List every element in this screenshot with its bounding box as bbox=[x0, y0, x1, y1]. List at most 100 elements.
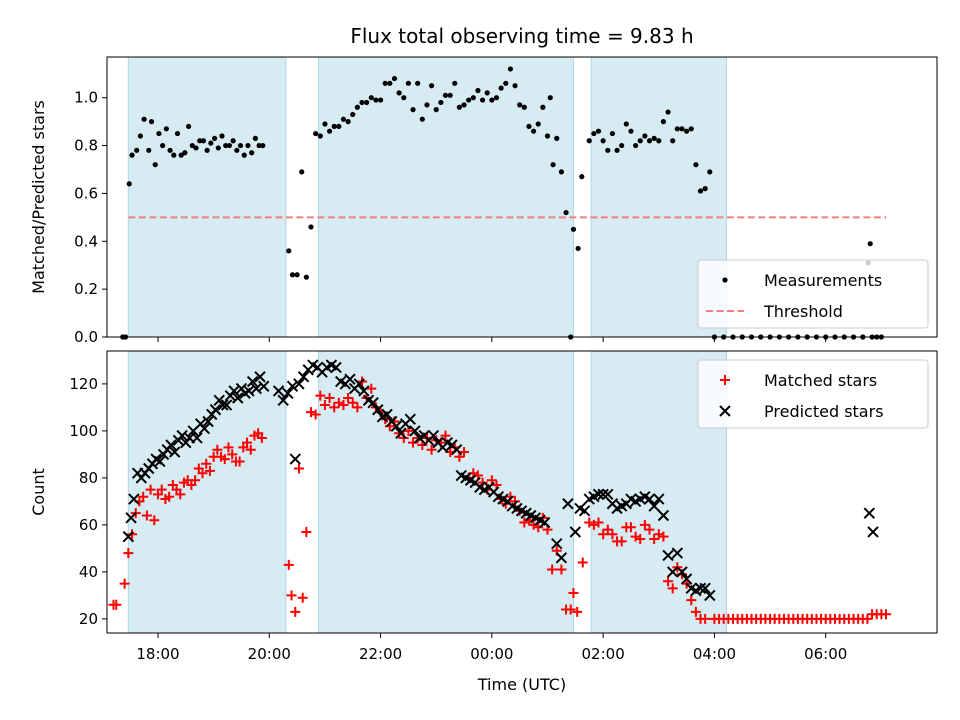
measurement-point bbox=[186, 123, 192, 130]
legend-marker-plus bbox=[720, 375, 730, 385]
measurement-point bbox=[387, 80, 393, 86]
measurement-point bbox=[660, 119, 667, 125]
legend-box bbox=[697, 259, 929, 329]
measurement-point bbox=[619, 142, 625, 149]
matched-star-point bbox=[338, 400, 349, 411]
measurement-point bbox=[313, 130, 319, 137]
predicted-star-point bbox=[209, 404, 222, 416]
matched-star-point bbox=[138, 491, 149, 502]
predicted-star-point bbox=[676, 566, 688, 578]
predicted-star-point bbox=[450, 443, 463, 456]
top-axis-ticks: 0.0 0.2 0.4 0.6 0.8 1.0 bbox=[74, 89, 827, 346]
predicted-star-point bbox=[367, 396, 379, 409]
measurement-point bbox=[382, 80, 388, 86]
measurement-point bbox=[405, 80, 411, 86]
matched-star-point bbox=[343, 393, 354, 403]
matched-star-point bbox=[141, 510, 152, 521]
top-plot-panel: 0.0 0.2 0.4 0.6 0.8 1.0 Matched/Predicted sta… bbox=[29, 56, 938, 346]
matched-star-point bbox=[145, 484, 156, 495]
measurement-point bbox=[245, 142, 251, 149]
predicted-star-point bbox=[220, 399, 233, 411]
matched-star-point bbox=[880, 609, 891, 620]
top-shaded-intervals bbox=[127, 56, 727, 338]
legend-label: Predicted stars bbox=[764, 402, 884, 421]
measurement-point bbox=[550, 162, 556, 168]
measurement-point bbox=[547, 95, 553, 101]
predicted-star-point bbox=[232, 392, 244, 404]
measurement-point bbox=[156, 130, 162, 137]
measurement-point bbox=[707, 169, 713, 175]
measurement-point bbox=[623, 121, 629, 127]
predicted-star-point bbox=[539, 516, 551, 529]
x-tick-label: 04:00 bbox=[693, 645, 736, 663]
measurement-point bbox=[226, 142, 233, 149]
measurement-point bbox=[364, 99, 370, 106]
matched-star-point bbox=[227, 449, 238, 460]
predicted-star-point bbox=[602, 488, 614, 501]
y-tick-label: 1.0 bbox=[74, 89, 98, 107]
matched-star-point bbox=[123, 548, 134, 559]
measurement-point bbox=[146, 147, 152, 153]
matched-star-point bbox=[616, 536, 627, 547]
measurement-point bbox=[693, 162, 699, 168]
predicted-star-point bbox=[395, 427, 407, 439]
measurement-point bbox=[512, 83, 518, 89]
predicted-star-point bbox=[254, 371, 266, 383]
matched-star-point bbox=[119, 578, 130, 589]
predicted-star-point bbox=[243, 385, 255, 397]
measurement-point bbox=[200, 138, 207, 144]
matched-star-point bbox=[352, 402, 363, 413]
measurement-point bbox=[141, 116, 147, 122]
measurement-point bbox=[410, 107, 416, 113]
matched-star-point bbox=[306, 407, 317, 418]
matched-star-point bbox=[156, 484, 167, 495]
predicted-star-point bbox=[198, 422, 211, 435]
predicted-star-point bbox=[653, 493, 665, 505]
measurement-point bbox=[570, 226, 577, 232]
measurement-point bbox=[461, 102, 467, 108]
matched-star-point bbox=[329, 402, 340, 413]
matched-star-point bbox=[111, 599, 122, 610]
measurement-point bbox=[507, 66, 514, 72]
matched-star-point bbox=[663, 576, 674, 587]
matched-star-point bbox=[201, 458, 212, 469]
measurement-point bbox=[674, 126, 680, 132]
predicted-star-point bbox=[330, 361, 342, 374]
predicted-star-point bbox=[662, 549, 674, 562]
measurement-point bbox=[438, 99, 444, 106]
predicted-star-point bbox=[597, 488, 609, 501]
measurement-point bbox=[679, 126, 685, 132]
x-tick-label: 18:00 bbox=[136, 645, 179, 663]
y-tick-label: 60 bbox=[79, 516, 98, 534]
measurement-point bbox=[503, 80, 509, 86]
y-tick-label: 0.0 bbox=[74, 328, 98, 346]
measurement-point bbox=[167, 147, 173, 153]
measurement-point bbox=[563, 209, 569, 216]
measurement-point bbox=[171, 152, 177, 158]
matched-star-point bbox=[223, 442, 234, 453]
measurement-point bbox=[702, 186, 708, 192]
matched-star-point bbox=[625, 522, 636, 533]
predicted-star-point bbox=[671, 547, 684, 559]
predicted-star-point bbox=[555, 552, 568, 564]
bottom-legend: Matched stars Predicted stars bbox=[697, 359, 929, 429]
legend-label: Threshold bbox=[763, 302, 843, 321]
matched-star-point bbox=[293, 463, 304, 474]
matched-star-point bbox=[219, 454, 230, 465]
matched-star-point bbox=[366, 383, 377, 394]
measurement-point bbox=[479, 97, 486, 103]
matched-star-point bbox=[190, 475, 201, 486]
matched-star-point bbox=[607, 529, 618, 540]
predicted-star-point bbox=[657, 509, 670, 522]
matched-star-point bbox=[577, 557, 588, 568]
predicted-star-point bbox=[122, 530, 135, 543]
matched-star-point bbox=[197, 468, 208, 479]
measurement-point bbox=[595, 128, 602, 134]
measurement-point bbox=[289, 272, 296, 278]
matched-star-point bbox=[700, 613, 711, 624]
bottom-x-axis-label: Time (UTC) bbox=[477, 675, 566, 694]
y-tick-label: 0.4 bbox=[74, 232, 98, 250]
top-legend: Measurements Threshold bbox=[697, 259, 929, 329]
measurement-point bbox=[646, 138, 653, 144]
measurement-point bbox=[544, 133, 551, 139]
